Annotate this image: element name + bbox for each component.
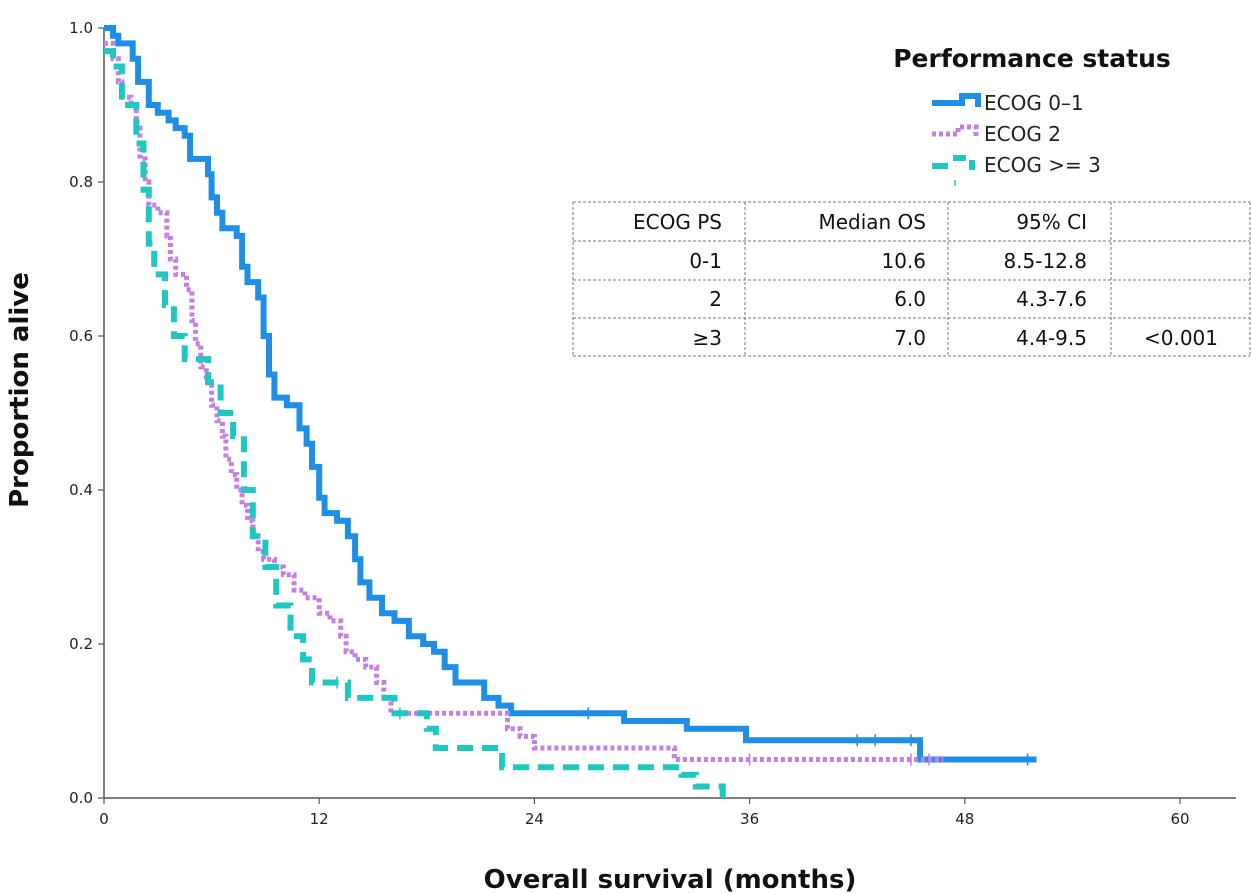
table-cell-ecog-ps: 2 xyxy=(709,287,722,311)
table-background xyxy=(573,202,1250,356)
x-tick-label: 60 xyxy=(1170,810,1189,828)
legend: Performance status ECOG 0–1 ECOG 2 ECOG … xyxy=(893,44,1171,186)
x-axis-title: Overall survival (months) xyxy=(484,865,857,894)
table-grid xyxy=(572,201,1251,357)
y-tick-label: 0.0 xyxy=(69,789,93,807)
table-header-row: ECOG PS Median OS 95% CI xyxy=(633,210,1087,234)
legend-entry-ecog-0-1: ECOG 0–1 xyxy=(932,91,1084,115)
x-tick-label: 48 xyxy=(955,810,974,828)
x-tick-label: 24 xyxy=(525,810,544,828)
table-cell-ci: 4.4-9.5 xyxy=(1016,326,1087,350)
y-axis-ticks: 0.0 0.2 0.4 0.6 0.8 1.0 xyxy=(69,19,104,807)
x-tick-label: 12 xyxy=(310,810,329,828)
table-cell-median-os: 7.0 xyxy=(894,326,926,350)
table-cell-median-os: 6.0 xyxy=(894,287,926,311)
y-axis-title: Proportion alive xyxy=(5,272,35,508)
table-header-ecog-ps: ECOG PS xyxy=(633,210,722,234)
table-cell-median-os: 10.6 xyxy=(881,249,926,273)
x-axis-ticks: 0 12 24 36 48 60 xyxy=(99,798,1190,828)
table-row: ≥3 7.0 4.4-9.5 <0.001 xyxy=(693,326,1218,350)
y-tick-label: 0.6 xyxy=(69,327,93,345)
x-tick-label: 36 xyxy=(740,810,759,828)
series-line-ecog-0-1 xyxy=(104,25,1037,763)
x-tick-label: 0 xyxy=(99,810,109,828)
y-tick-label: 0.8 xyxy=(69,173,93,191)
y-tick-label: 1.0 xyxy=(69,19,93,37)
legend-label-ecog-2: ECOG 2 xyxy=(984,122,1061,146)
table-cell-p-value: <0.001 xyxy=(1144,326,1218,350)
legend-title: Performance status xyxy=(893,44,1171,73)
legend-entry-ecog-2: ECOG 2 xyxy=(932,122,1061,146)
legend-swatch-ecog-0-1 xyxy=(932,93,981,107)
table-cell-ecog-ps: 0-1 xyxy=(689,249,722,273)
series-line-ecog-2 xyxy=(104,40,944,762)
table-header-ci: 95% CI xyxy=(1016,210,1087,234)
table-row: 0-1 10.6 8.5-12.8 xyxy=(689,249,1087,273)
y-tick-label: 0.4 xyxy=(69,481,93,499)
table-row: 2 6.0 4.3-7.6 xyxy=(709,287,1087,311)
table-header-median-os: Median OS xyxy=(818,210,926,234)
table-cell-ci: 4.3-7.6 xyxy=(1016,287,1087,311)
series-line-ecog-3 xyxy=(104,48,726,798)
y-tick-label: 0.2 xyxy=(69,635,93,653)
series-layer xyxy=(104,25,1037,798)
table-cell-ecog-ps: ≥3 xyxy=(693,326,722,350)
legend-swatch-ecog-2 xyxy=(932,124,979,138)
legend-swatch-ecog-3 xyxy=(932,155,975,170)
legend-label-ecog-0-1: ECOG 0–1 xyxy=(984,91,1084,115)
plot-frame xyxy=(103,28,1236,799)
legend-label-ecog-3: ECOG >= 3 xyxy=(984,153,1101,177)
legend-entry-ecog-3: ECOG >= 3 xyxy=(932,153,1101,186)
median-os-table: ECOG PS Median OS 95% CI 0-1 10.6 8.5-12… xyxy=(572,201,1251,357)
table-cell-ci: 8.5-12.8 xyxy=(1003,249,1087,273)
